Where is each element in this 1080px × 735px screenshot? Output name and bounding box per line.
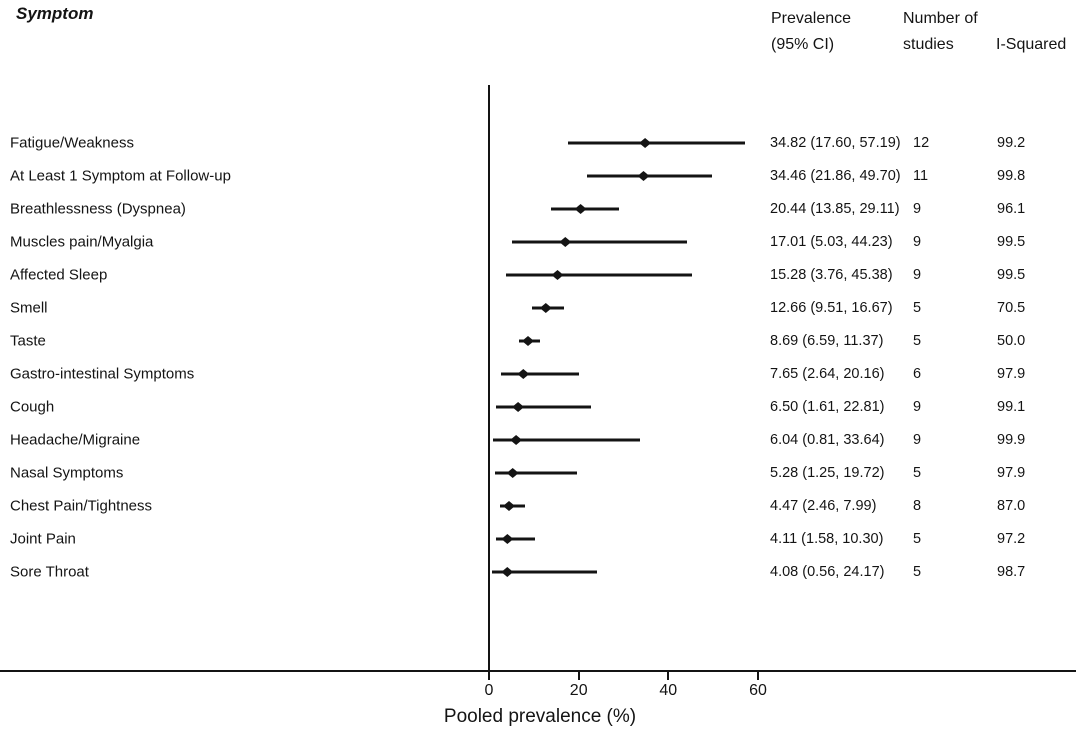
i-squared-value: 99.9 — [997, 432, 1026, 448]
point-estimate-diamond — [510, 435, 523, 445]
column-header-studies-line2: studies — [903, 36, 954, 53]
x-axis-tick-mark — [757, 672, 759, 680]
ci-line — [496, 537, 536, 541]
point-estimate-diamond — [501, 567, 514, 577]
symptom-label: Sore Throat — [10, 563, 89, 581]
x-axis-tick-mark — [667, 672, 670, 680]
num-studies-value: 9 — [913, 432, 922, 448]
symptom-label: Affected Sleep — [10, 266, 108, 284]
prevalence-ci-value: 34.82 (17.60, 57.19) — [770, 135, 901, 151]
point-estimate-diamond — [522, 336, 534, 346]
prevalence-ci-value: 20.44 (13.85, 29.11) — [770, 201, 900, 217]
i-squared-value: 97.9 — [997, 465, 1026, 481]
ci-line — [500, 372, 580, 376]
num-studies-value: 5 — [913, 564, 922, 580]
ci-line — [491, 570, 598, 574]
num-studies-value: 8 — [913, 498, 922, 514]
i-squared-value: 70.5 — [997, 300, 1026, 316]
x-axis-tick-mark — [488, 672, 490, 680]
column-header-symptom: Symptom — [16, 4, 94, 23]
symptom-label: At Least 1 Symptom at Follow-up — [10, 167, 231, 185]
point-estimate-diamond — [551, 270, 564, 280]
symptom-label: Smell — [10, 299, 48, 317]
point-estimate-diamond — [506, 468, 519, 478]
prevalence-ci-value: 6.50 (1.61, 22.81) — [770, 399, 885, 415]
prevalence-ci-value: 17.01 (5.03, 44.23) — [770, 234, 893, 250]
point-estimate-diamond — [503, 501, 515, 511]
num-studies-value: 9 — [913, 267, 922, 283]
prevalence-ci-value: 6.04 (0.81, 33.64) — [770, 432, 885, 448]
x-axis-tick-label: 60 — [749, 682, 767, 699]
i-squared-value: 99.1 — [997, 399, 1026, 415]
num-studies-value: 9 — [913, 234, 922, 250]
prevalence-ci-value: 8.69 (6.59, 11.37) — [770, 333, 884, 349]
i-squared-value: 98.7 — [997, 564, 1026, 580]
num-studies-value: 5 — [913, 531, 922, 547]
symptom-label: Taste — [10, 332, 46, 350]
i-squared-value: 97.2 — [997, 531, 1026, 547]
symptom-label: Gastro-intestinal Symptoms — [10, 365, 195, 383]
prevalence-ci-value: 12.66 (9.51, 16.67) — [770, 300, 893, 316]
x-axis-line — [0, 670, 1076, 672]
symptom-label: Chest Pain/Tightness — [10, 497, 153, 515]
point-estimate-diamond — [512, 402, 525, 412]
x-axis-title: Pooled prevalence (%) — [443, 706, 637, 727]
ci-line — [511, 240, 688, 244]
point-estimate-diamond — [539, 303, 552, 313]
column-header-prevalence: Prevalence (95% CI) — [771, 6, 851, 58]
symptom-label: Fatigue/Weakness — [10, 134, 134, 152]
symptom-label: Breathlessness (Dyspnea) — [10, 200, 186, 218]
point-estimate-diamond — [574, 204, 587, 214]
x-axis-tick-mark — [577, 672, 580, 680]
symptom-label: Cough — [10, 398, 55, 416]
x-axis-tick-label: 0 — [484, 682, 494, 699]
column-header-studies: Number of studies — [903, 6, 978, 58]
i-squared-value: 96.1 — [997, 201, 1026, 217]
prevalence-ci-value: 4.08 (0.56, 24.17) — [770, 564, 885, 580]
symptom-label: Joint Pain — [10, 530, 76, 548]
column-header-prevalence-line1: Prevalence — [771, 10, 852, 27]
ci-line — [494, 471, 578, 475]
num-studies-value: 6 — [913, 366, 922, 382]
zero-reference-line — [488, 85, 490, 672]
num-studies-value: 9 — [913, 399, 922, 415]
point-estimate-diamond — [639, 138, 652, 148]
column-header-studies-line1: Number of — [903, 10, 978, 27]
num-studies-value: 5 — [913, 333, 922, 349]
x-axis-tick-label: 40 — [659, 682, 678, 699]
i-squared-value: 97.9 — [997, 366, 1026, 382]
i-squared-value: 99.5 — [997, 267, 1026, 283]
symptom-label: Muscles pain/Myalgia — [10, 233, 154, 251]
symptom-label: Headache/Migraine — [10, 431, 141, 449]
i-squared-value: 50.0 — [997, 333, 1026, 349]
num-studies-value: 11 — [913, 168, 929, 184]
point-estimate-diamond — [637, 171, 650, 181]
i-squared-value: 99.8 — [997, 168, 1026, 184]
i-squared-value: 87.0 — [997, 498, 1026, 514]
prevalence-ci-value: 5.28 (1.25, 19.72) — [770, 465, 885, 481]
x-axis-tick-label: 20 — [569, 682, 588, 699]
prevalence-ci-value: 4.11 (1.58, 10.30) — [770, 531, 884, 547]
point-estimate-diamond — [559, 237, 572, 247]
ci-line — [496, 405, 592, 409]
num-studies-value: 5 — [913, 300, 922, 316]
prevalence-ci-value: 4.47 (2.46, 7.99) — [770, 498, 877, 514]
symptom-label: Nasal Symptoms — [10, 464, 124, 482]
i-squared-value: 99.2 — [997, 135, 1026, 151]
point-estimate-diamond — [517, 369, 530, 379]
num-studies-value: 12 — [913, 135, 930, 151]
i-squared-value: 99.5 — [997, 234, 1026, 250]
column-header-isquared: I-Squared — [996, 36, 1067, 53]
prevalence-ci-value: 7.65 (2.64, 20.16) — [770, 366, 885, 382]
num-studies-value: 5 — [913, 465, 922, 481]
ci-line — [567, 141, 746, 145]
prevalence-ci-value: 15.28 (3.76, 45.38) — [770, 267, 893, 283]
point-estimate-diamond — [501, 534, 514, 544]
prevalence-ci-value: 34.46 (21.86, 49.70) — [770, 168, 901, 184]
column-header-prevalence-line2: (95% CI) — [771, 36, 835, 53]
ci-line — [505, 273, 693, 277]
ci-line — [492, 438, 640, 442]
num-studies-value: 9 — [913, 201, 922, 217]
